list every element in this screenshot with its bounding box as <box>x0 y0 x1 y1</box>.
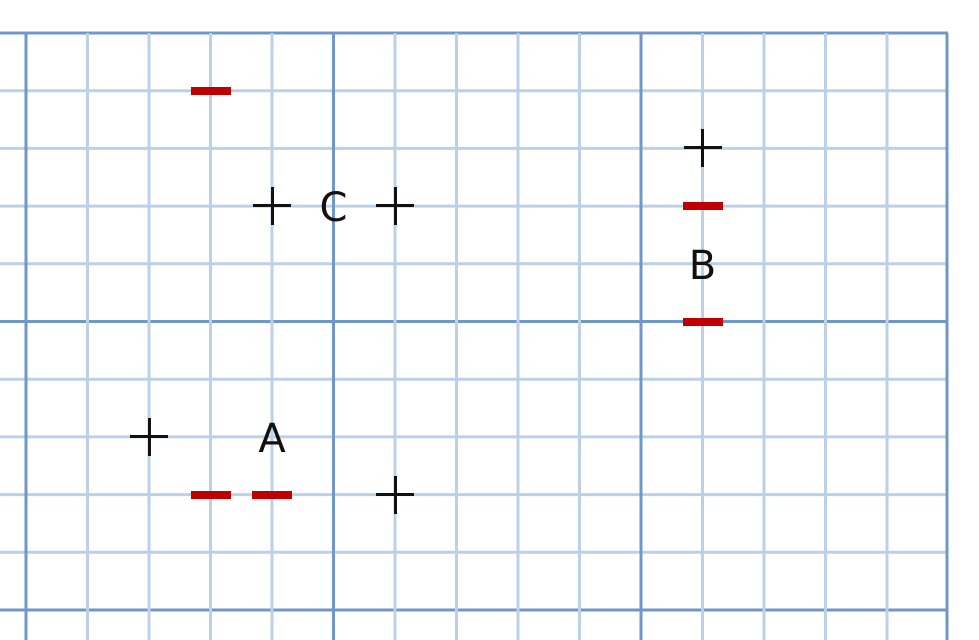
plus-charge-icon <box>130 417 168 456</box>
minus-charge-icon <box>682 317 723 326</box>
label-a: A <box>258 415 286 462</box>
plus-charge-icon <box>253 187 291 226</box>
minus-charge-icon <box>190 86 231 95</box>
plus-charge-icon <box>376 475 414 514</box>
label-b: B <box>688 242 717 289</box>
plus-charge-icon <box>376 187 414 226</box>
minus-charge-icon <box>190 490 231 499</box>
minus-charge-icon <box>252 490 292 499</box>
plus-charge-icon <box>683 129 722 168</box>
minus-charge-icon <box>682 202 723 211</box>
label-c: C <box>319 185 348 232</box>
